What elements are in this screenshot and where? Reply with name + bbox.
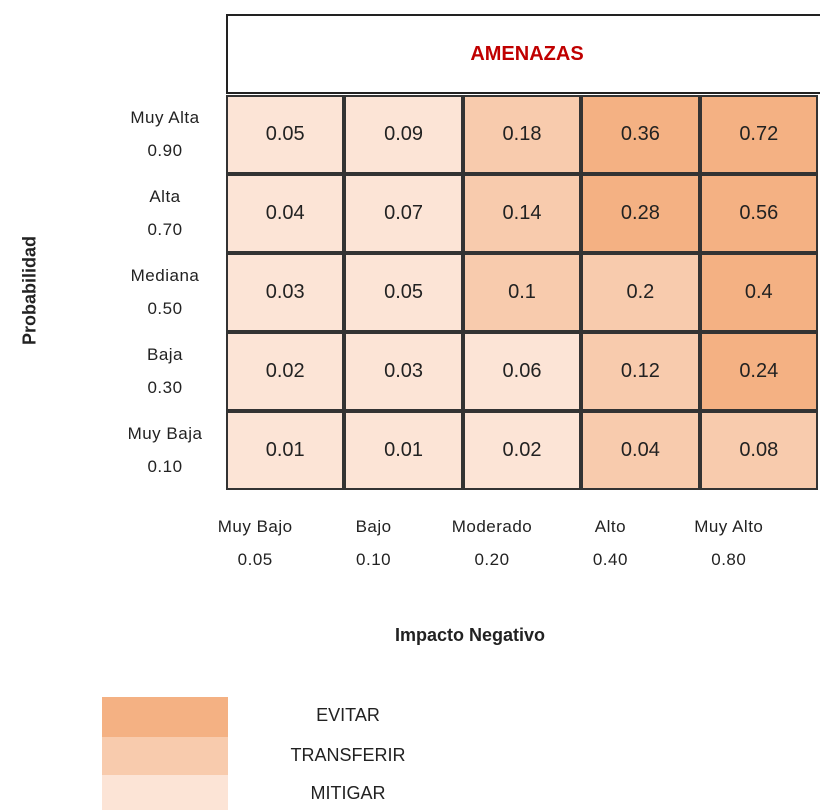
matrix-cell: 0.28 [581,174,700,253]
matrix-cell: 0.1 [462,253,582,332]
matrix-cell: 0.72 [699,95,818,174]
row-label: Alta 0.70 [105,180,225,246]
legend-swatch [102,775,228,810]
legend-label: MITIGAR [310,783,386,803]
matrix-cell: 0.06 [462,332,582,411]
column-name: Alto [594,517,627,536]
matrix-cell: 0.05 [344,253,463,332]
row-name: Alta [149,187,181,206]
legend-swatch [102,737,228,775]
matrix-cell: 0.09 [344,95,463,174]
column-name: Muy Alto [694,517,764,536]
row-value: 0.90 [147,141,183,160]
matrix-cell: 0.01 [344,411,463,490]
matrix-cell: 0.07 [344,174,463,253]
x-axis-label: Impacto Negativo [394,625,546,645]
row-value: 0.30 [147,378,183,397]
legend-swatch [102,697,228,737]
column-value: 0.20 [474,550,510,569]
matrix-cell: 0.12 [581,332,700,411]
column-value: 0.40 [592,550,628,569]
row-label: Muy Alta 0.90 [105,101,225,167]
row-value: 0.70 [147,220,183,239]
row-name: Mediana [130,266,200,285]
row-value: 0.10 [147,457,183,476]
matrix-cell: 0.02 [462,411,582,490]
column-label: Alto 0.40 [551,510,669,576]
matrix-cell: 0.03 [226,253,345,332]
row-label: Muy Baja 0.10 [105,417,225,483]
column-value: 0.80 [711,550,747,569]
matrix-cell: 0.2 [581,253,700,332]
matrix-cell: 0.24 [699,332,818,411]
y-axis-label: Probabilidad [19,236,40,346]
matrix-cell: 0.04 [581,411,700,490]
column-value: 0.10 [356,550,392,569]
matrix-cell: 0.03 [344,332,463,411]
column-label: Moderado 0.20 [433,510,551,576]
row-value: 0.50 [147,299,183,318]
column-name: Moderado [451,517,533,536]
matrix-cell: 0.18 [462,95,582,174]
legend-label: EVITAR [316,705,380,725]
column-name: Bajo [355,517,392,536]
matrix-cell: 0.05 [226,95,345,174]
matrix-cell: 0.56 [699,174,818,253]
matrix-cell: 0.36 [581,95,700,174]
row-name: Baja [146,345,184,364]
matrix-cell: 0.4 [699,253,818,332]
matrix-cell: 0.01 [226,411,345,490]
matrix-cell: 0.02 [226,332,345,411]
column-label: Muy Alto 0.80 [670,510,788,576]
row-label: Baja 0.30 [105,338,225,404]
header-title: AMENAZAS [226,14,820,94]
matrix-cell: 0.14 [462,174,582,253]
legend-label: TRANSFERIR [290,745,406,765]
column-name: Muy Bajo [217,517,293,536]
row-label: Mediana 0.50 [105,259,225,325]
matrix-cell: 0.08 [699,411,818,490]
column-label: Muy Bajo 0.05 [196,510,314,576]
row-name: Muy Alta [130,108,200,127]
row-name: Muy Baja [127,424,203,443]
matrix-cell: 0.04 [226,174,345,253]
column-value: 0.05 [237,550,273,569]
column-label: Bajo 0.10 [314,510,432,576]
